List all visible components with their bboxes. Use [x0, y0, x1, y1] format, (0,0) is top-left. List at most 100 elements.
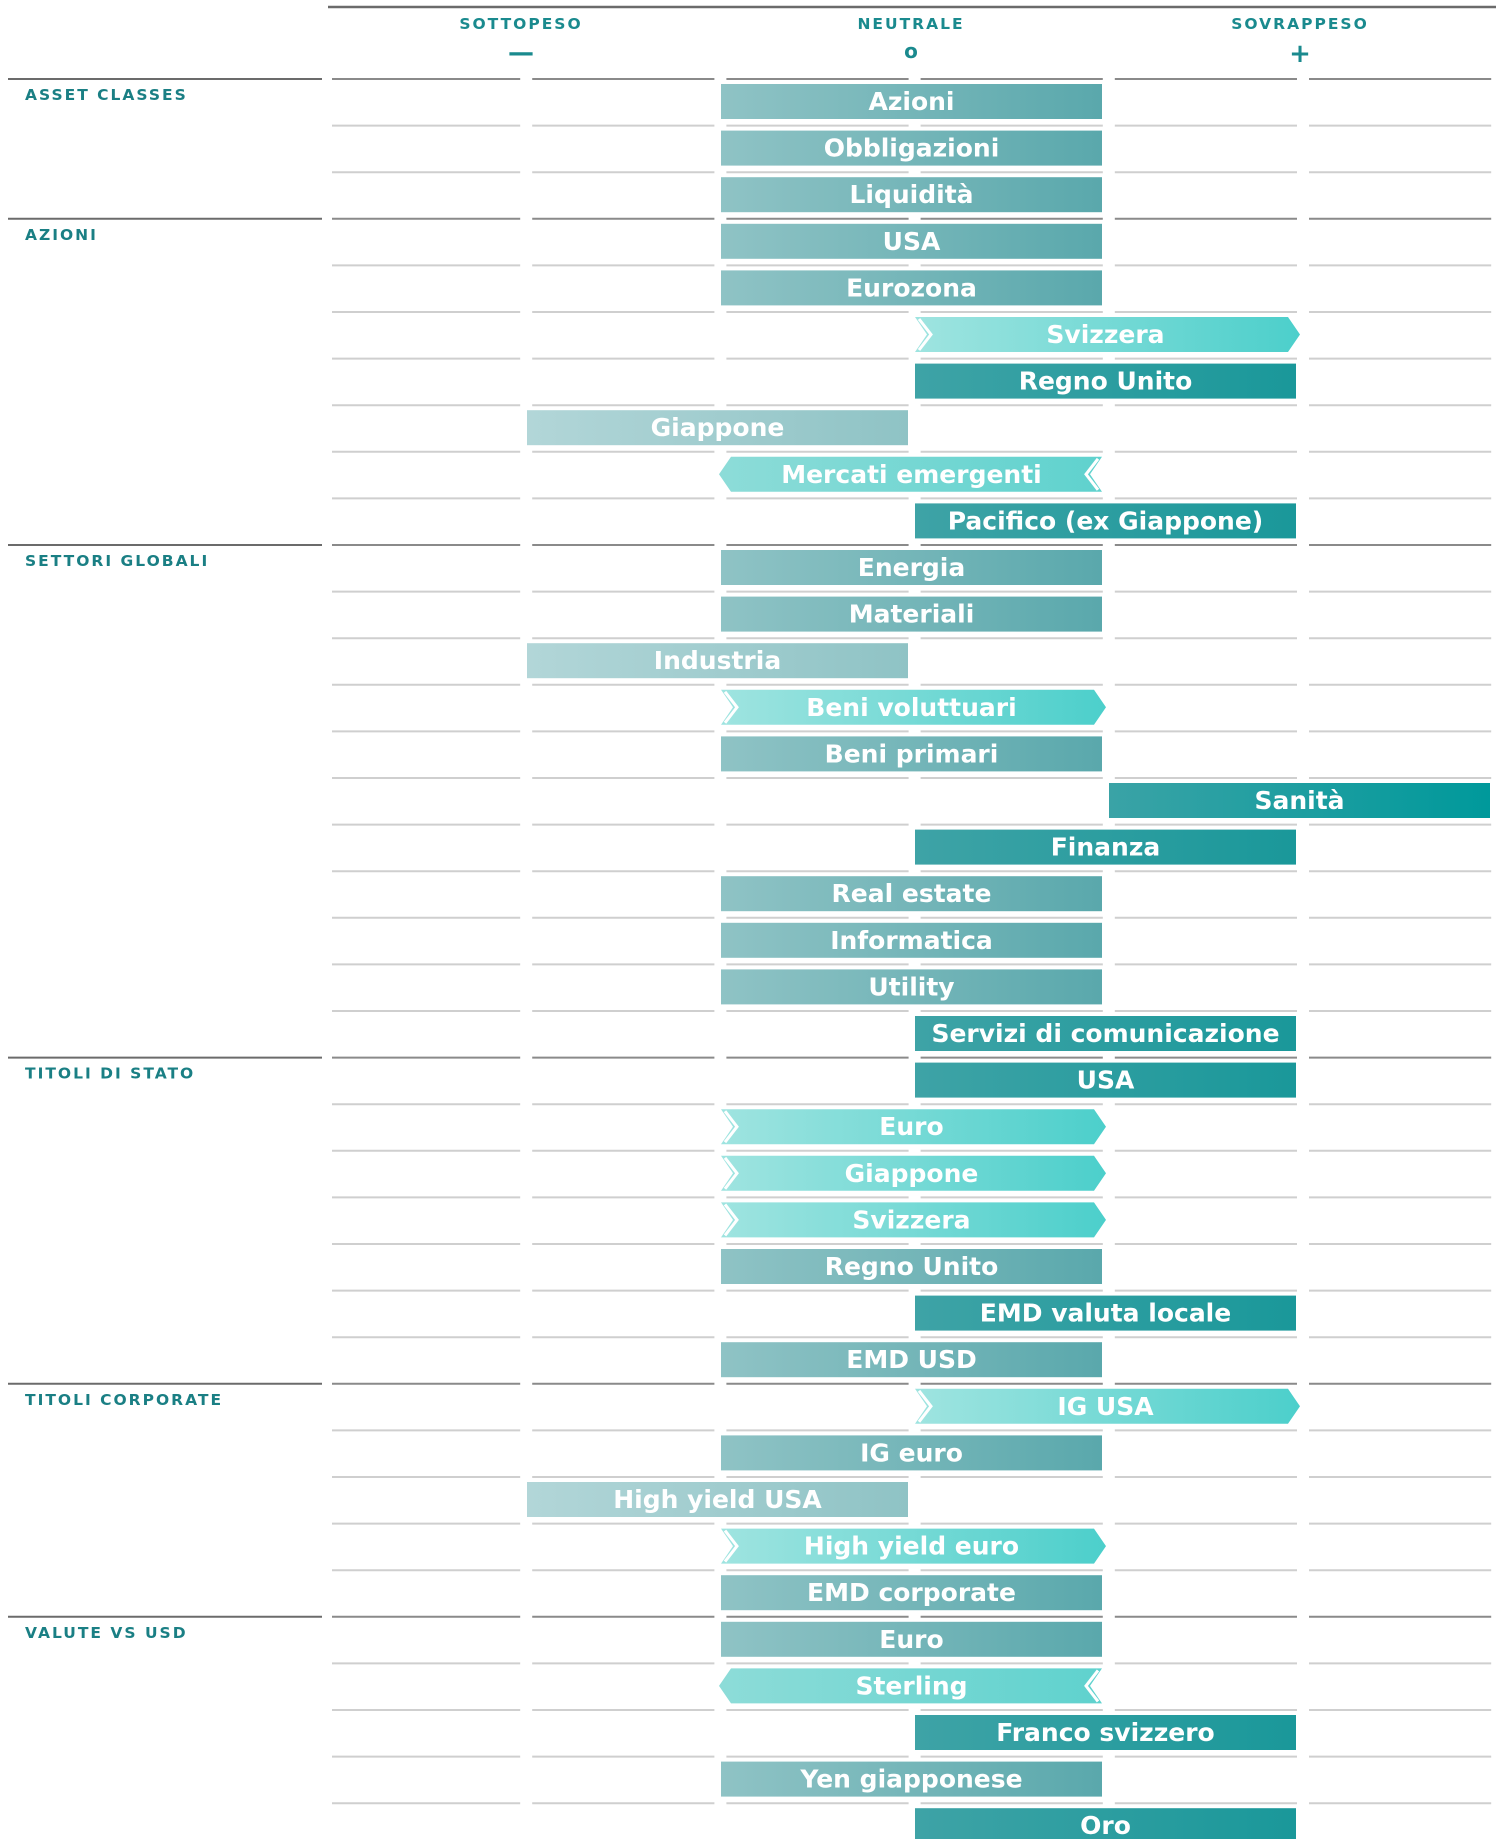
- bars: Azioni Obbligazioni Liquidità USA Eurozona Sv…: [527, 84, 1490, 1839]
- section-label: VALUTE VS USD: [25, 1624, 188, 1642]
- upgrade-chevron: [723, 690, 739, 724]
- bar: [721, 1761, 1102, 1797]
- bar-row: Mercati emergenti: [719, 456, 1102, 492]
- bar: [915, 829, 1296, 865]
- bar-row: High yield euro: [721, 1528, 1106, 1564]
- bar-row: EMD USD: [721, 1342, 1102, 1378]
- bar: [527, 643, 908, 679]
- bar: [721, 1109, 1106, 1145]
- bar-label: Svizzera: [852, 1205, 970, 1234]
- bar-label: Beni voluttuari: [806, 693, 1016, 722]
- upgrade-chevron: [723, 1203, 739, 1237]
- bar-label: Materiali: [849, 600, 975, 629]
- bar-row: Azioni: [721, 84, 1102, 119]
- bar: [721, 1575, 1102, 1611]
- bar: [915, 1062, 1296, 1098]
- bar-row: Svizzera: [915, 317, 1300, 352]
- bar-row: Materiali: [721, 596, 1102, 632]
- bar-row: IG USA: [915, 1388, 1300, 1424]
- bar: [721, 1249, 1102, 1284]
- bar: [527, 1482, 908, 1517]
- bar: [915, 503, 1296, 539]
- bar-label: IG euro: [860, 1438, 963, 1467]
- column-header: SOTTOPESO NEUTRALE SOVRAPPESO — o +: [328, 5, 1496, 69]
- bar-row: Eurozona: [721, 270, 1102, 306]
- bar-row: Sterling: [719, 1668, 1102, 1704]
- section-label: TITOLI CORPORATE: [25, 1391, 223, 1409]
- bar-label: Mercati emergenti: [781, 460, 1042, 489]
- bar: [721, 1435, 1102, 1471]
- bar: [915, 1295, 1296, 1331]
- bar: [915, 363, 1296, 399]
- bar: [915, 1016, 1296, 1051]
- bar-row: EMD valuta locale: [915, 1295, 1296, 1331]
- bar-row: Giappone: [527, 410, 908, 446]
- bar-label: Giappone: [651, 413, 785, 442]
- bar-label: Eurozona: [846, 273, 977, 302]
- upgrade-chevron: [917, 1389, 933, 1423]
- bar-row: Servizi di comunicazione: [915, 1016, 1296, 1051]
- section-label: AZIONI: [25, 226, 98, 244]
- bar-label: Informatica: [830, 926, 993, 955]
- column-symbol-sottopeso: —: [508, 38, 534, 68]
- bar: [721, 223, 1102, 259]
- bar-label: Industria: [654, 646, 781, 675]
- bar-row: Giappone: [721, 1155, 1106, 1191]
- bar-label: Energia: [858, 553, 966, 582]
- bar-row: Finanza: [915, 829, 1296, 865]
- bar: [721, 969, 1102, 1005]
- downgrade-chevron: [1084, 1669, 1100, 1703]
- bar-row: Obbligazioni: [721, 130, 1102, 166]
- bar-label: EMD valuta locale: [980, 1299, 1231, 1328]
- section-label: ASSET CLASSES: [25, 86, 188, 104]
- bar-label: Regno Unito: [1019, 367, 1193, 396]
- bar-row: Sanità: [1109, 783, 1490, 818]
- bar-row: Informatica: [721, 922, 1102, 958]
- bar: [721, 270, 1102, 306]
- bar-label: IG USA: [1057, 1392, 1154, 1421]
- section-label: TITOLI DI STATO: [25, 1065, 195, 1083]
- bar: [721, 922, 1102, 958]
- column-label-neutrale: NEUTRALE: [857, 15, 964, 33]
- section-label: SETTORI GLOBALI: [25, 552, 209, 570]
- bar-label: Azioni: [868, 87, 954, 116]
- bar-label: Sterling: [855, 1671, 967, 1700]
- bar-label: Utility: [868, 972, 954, 1001]
- bar-label: Pacifico (ex Giappone): [948, 506, 1263, 535]
- bar-row: IG euro: [721, 1435, 1102, 1471]
- bar: [721, 689, 1106, 725]
- bar-label: Liquidità: [849, 180, 973, 209]
- bar: [721, 736, 1102, 772]
- bar-row: Energia: [721, 550, 1102, 585]
- bar: [915, 317, 1300, 352]
- column-symbol-neutrale: o: [904, 39, 918, 63]
- section-labels: ASSET CLASSES AZIONI SETTORI GLOBALI TITOLI…: [25, 86, 223, 1642]
- bar-label: USA: [1077, 1066, 1135, 1095]
- bar: [719, 1668, 1102, 1704]
- bar-row: USA: [721, 223, 1102, 259]
- bar-row: Real estate: [721, 876, 1102, 912]
- bar-row: Regno Unito: [915, 363, 1296, 399]
- bar: [721, 1621, 1102, 1657]
- bar-label: Beni primari: [825, 739, 999, 768]
- upgrade-chevron: [723, 1156, 739, 1190]
- column-label-sovrappeso: SOVRAPPESO: [1231, 15, 1369, 33]
- bar-row: Beni primari: [721, 736, 1102, 772]
- upgrade-chevron: [723, 1529, 739, 1563]
- bar-row: Industria: [527, 643, 908, 679]
- bar-label: Obbligazioni: [824, 134, 1000, 163]
- bar-row: Euro: [721, 1621, 1102, 1657]
- bar-label: Giappone: [845, 1159, 979, 1188]
- bar: [915, 1388, 1300, 1424]
- column-label-sottopeso: SOTTOPESO: [459, 15, 582, 33]
- bar-label: High yield euro: [804, 1532, 1019, 1561]
- bar-label: Oro: [1080, 1811, 1131, 1839]
- bar-row: Yen giapponese: [721, 1761, 1102, 1797]
- bar-row: Utility: [721, 969, 1102, 1005]
- bar-row: Euro: [721, 1109, 1106, 1145]
- bar-row: Pacifico (ex Giappone): [915, 503, 1296, 539]
- bar: [721, 1342, 1102, 1378]
- bar-row: Regno Unito: [721, 1249, 1102, 1284]
- bar: [721, 177, 1102, 213]
